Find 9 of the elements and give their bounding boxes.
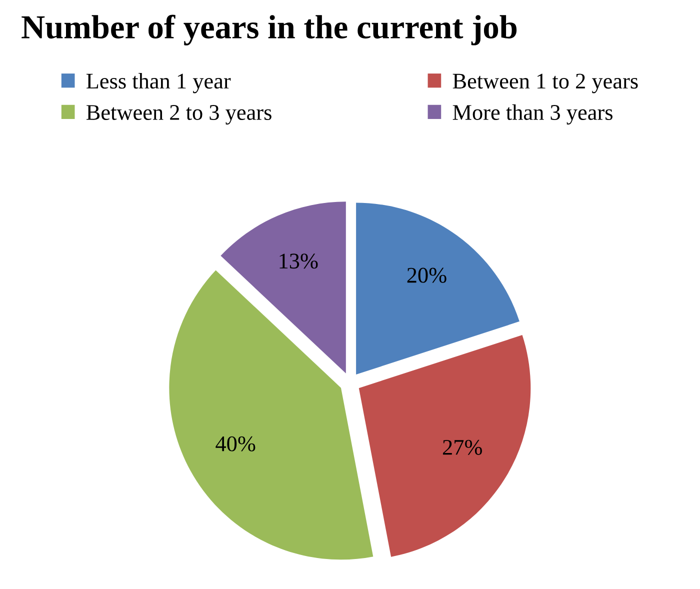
legend-label: Between 2 to 3 years: [86, 105, 272, 125]
data-label: 20%: [407, 268, 446, 283]
chart-title: Number of years in the current job: [22, 14, 517, 46]
legend-label: Between 1 to 2 years: [452, 74, 638, 94]
legend-label: Less than 1 year: [86, 73, 231, 94]
data-label: 40%: [216, 436, 256, 452]
data-label: 27%: [442, 440, 482, 455]
data-label: 13%: [280, 254, 318, 269]
legend-label: More than 3 years: [452, 104, 612, 125]
